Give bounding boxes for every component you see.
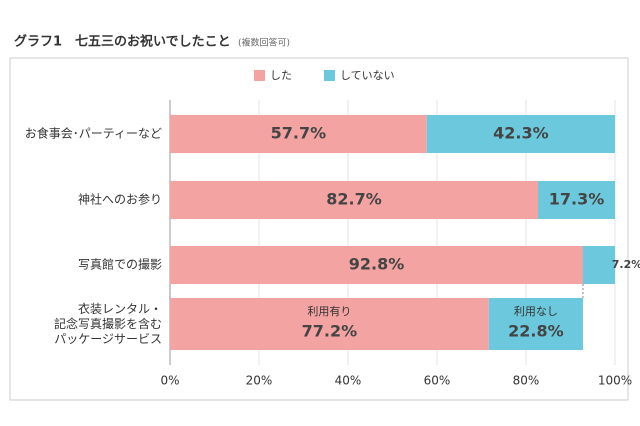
- bar: [170, 115, 427, 153]
- value-label: 77.2%: [302, 322, 358, 341]
- chart-title: グラフ1 七五三のお祝いでしたこと: [14, 34, 231, 50]
- y-tick-label: 神社へのお参り: [78, 192, 162, 207]
- legend-label: した: [270, 69, 292, 82]
- y-tick-label: お食事会･パーティーなど: [25, 126, 162, 141]
- value-label: 42.3%: [493, 124, 549, 143]
- x-tick-label: 20%: [246, 374, 273, 388]
- y-tick-label: 衣装レンタル・記念写真撮影を含むパッケージサービス: [54, 301, 162, 346]
- value-label: 57.7%: [271, 124, 327, 143]
- x-tick-label: 100%: [598, 374, 632, 388]
- segment-label: 利用有り: [307, 304, 351, 318]
- bar: [170, 181, 539, 219]
- bar: [582, 246, 615, 284]
- legend-swatch: [254, 70, 265, 81]
- value-label: 92.8%: [349, 255, 405, 274]
- bar: [488, 298, 583, 350]
- x-tick-label: 80%: [513, 374, 540, 388]
- x-tick-label: 60%: [424, 374, 451, 388]
- value-label: 22.8%: [508, 322, 564, 341]
- value-label: 7.2%: [612, 258, 640, 271]
- x-tick-label: 40%: [335, 374, 362, 388]
- bar: [170, 298, 489, 350]
- value-label: 82.7%: [326, 190, 382, 209]
- legend-swatch: [324, 70, 335, 81]
- bar: [426, 115, 615, 153]
- legend-label: していない: [340, 69, 395, 82]
- y-tick-label: 写真館での撮影: [78, 257, 162, 272]
- bar: [170, 246, 583, 284]
- x-tick-label: 0%: [160, 374, 179, 388]
- segment-label: 利用なし: [514, 305, 558, 318]
- chart-subtitle: (複数回答可): [238, 37, 290, 49]
- bar: [538, 181, 615, 219]
- value-label: 17.3%: [549, 190, 605, 209]
